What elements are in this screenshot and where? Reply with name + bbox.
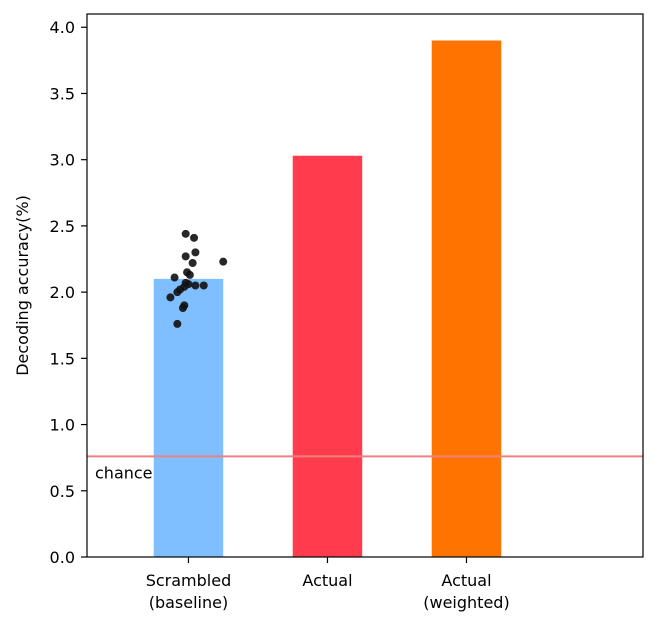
scatter-points-layer xyxy=(166,229,228,328)
scatter-point-4 xyxy=(219,257,228,266)
plot-frame xyxy=(86,13,644,558)
y-tick-label-1: 0.5 xyxy=(50,482,75,501)
x-tick-label-0: Scrambled (baseline) xyxy=(146,571,232,612)
scatter-point-3 xyxy=(181,252,190,261)
y-tick-label-7: 3.5 xyxy=(50,84,75,103)
y-tick-label-5: 2.5 xyxy=(50,217,75,236)
scatter-point-0 xyxy=(181,229,190,238)
chance-layer: chance xyxy=(87,455,643,482)
y-tick-label-3: 1.5 xyxy=(50,349,75,368)
y-tick-label-8: 4.0 xyxy=(50,18,75,37)
scatter-point-2 xyxy=(191,248,200,257)
y-tick-label-0: 0.0 xyxy=(50,548,75,567)
y-axis: 0.0 0.5 1.0 1.5 2.0 2.5 3.0 3.5 4.0 xyxy=(50,18,87,567)
bars-layer xyxy=(153,40,502,558)
scatter-point-18 xyxy=(178,304,187,313)
bar-2 xyxy=(431,40,502,558)
y-tick-label-4: 2.0 xyxy=(50,283,75,302)
bar-0 xyxy=(153,278,224,557)
scatter-point-15 xyxy=(173,288,182,297)
scatter-point-1 xyxy=(190,233,199,242)
x-tick-label-2: Actual (weighted) xyxy=(423,571,509,612)
scatter-point-7 xyxy=(185,270,194,279)
scatter-point-8 xyxy=(170,273,179,282)
chance-label: chance xyxy=(95,463,153,482)
y-axis-label: Decoding accuracy(%) xyxy=(13,195,32,376)
scatter-point-12 xyxy=(199,281,208,290)
y-tick-label-2: 1.0 xyxy=(50,416,75,435)
bar-1 xyxy=(292,155,363,557)
scatter-point-11 xyxy=(191,281,200,290)
x-tick-label-1: Actual xyxy=(302,571,352,590)
x-axis: Scrambled (baseline) Actual Actual (weighted… xyxy=(146,557,510,612)
scatter-point-19 xyxy=(173,319,182,328)
scatter-point-16 xyxy=(166,293,175,302)
y-tick-label-6: 3.0 xyxy=(50,151,75,170)
scatter-point-5 xyxy=(188,258,197,267)
